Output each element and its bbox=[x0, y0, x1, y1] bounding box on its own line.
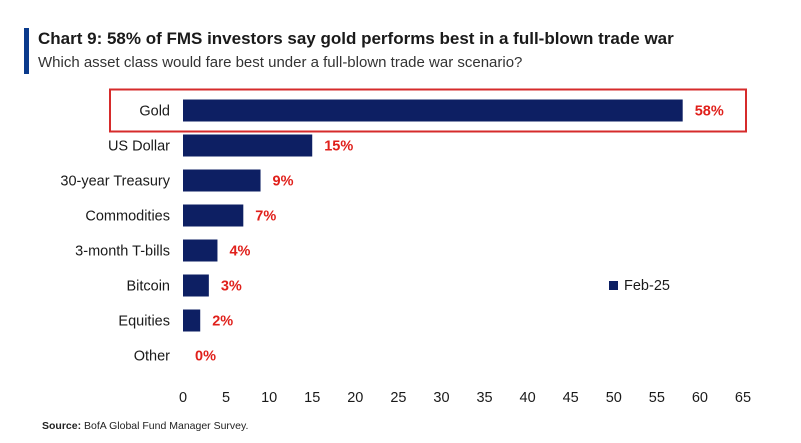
category-label: 30-year Treasury bbox=[60, 174, 170, 190]
category-label: Other bbox=[134, 349, 170, 365]
data-label: 4% bbox=[229, 244, 250, 260]
x-tick-label: 55 bbox=[649, 390, 665, 406]
data-label: 58% bbox=[695, 104, 724, 120]
bar bbox=[183, 99, 683, 122]
legend-label: Feb-25 bbox=[624, 278, 670, 294]
category-label: Commodities bbox=[85, 209, 170, 225]
source-text: BofA Global Fund Manager Survey. bbox=[84, 420, 249, 432]
source-note: Source: BofA Global Fund Manager Survey. bbox=[42, 420, 248, 432]
bar bbox=[183, 169, 261, 192]
x-tick-label: 25 bbox=[390, 390, 406, 406]
bar bbox=[183, 239, 218, 262]
data-label: 15% bbox=[324, 139, 353, 155]
x-tick-label: 15 bbox=[304, 390, 320, 406]
bar-chart: Gold 58% US Dollar 15% 30-year Treasury 9% Com… bbox=[60, 88, 751, 406]
category-label: 3-month T-bills bbox=[75, 244, 170, 260]
data-label: 0% bbox=[195, 349, 216, 365]
chart-subtitle: Which asset class would fare best under … bbox=[38, 54, 523, 71]
category-label: Bitcoin bbox=[126, 279, 170, 295]
category-label: Equities bbox=[118, 314, 170, 330]
bar bbox=[183, 309, 201, 332]
x-tick-label: 30 bbox=[433, 390, 449, 406]
source-label: Source: bbox=[42, 420, 82, 432]
x-tick-label: 50 bbox=[606, 390, 622, 406]
bar bbox=[183, 204, 244, 227]
category-label: Gold bbox=[139, 104, 170, 120]
data-label: 9% bbox=[273, 174, 294, 190]
data-label: 7% bbox=[255, 209, 276, 225]
chart-title: Chart 9: 58% of FMS investors say gold p… bbox=[38, 29, 674, 48]
bar bbox=[183, 134, 313, 157]
x-tick-label: 5 bbox=[222, 390, 230, 406]
highlight-box bbox=[109, 88, 747, 133]
x-tick-label: 60 bbox=[692, 390, 708, 406]
x-tick-label: 40 bbox=[520, 390, 536, 406]
x-tick-label: 0 bbox=[179, 390, 187, 406]
legend-swatch bbox=[609, 281, 618, 290]
x-tick-label: 35 bbox=[476, 390, 492, 406]
x-tick-label: 20 bbox=[347, 390, 363, 406]
data-label: 2% bbox=[212, 314, 233, 330]
x-tick-label: 45 bbox=[563, 390, 579, 406]
bar bbox=[183, 274, 209, 297]
title-accent-bar bbox=[24, 28, 29, 74]
data-label: 3% bbox=[221, 279, 242, 295]
x-tick-label: 10 bbox=[261, 390, 277, 406]
category-label: US Dollar bbox=[108, 139, 170, 155]
x-tick-label: 65 bbox=[735, 390, 751, 406]
